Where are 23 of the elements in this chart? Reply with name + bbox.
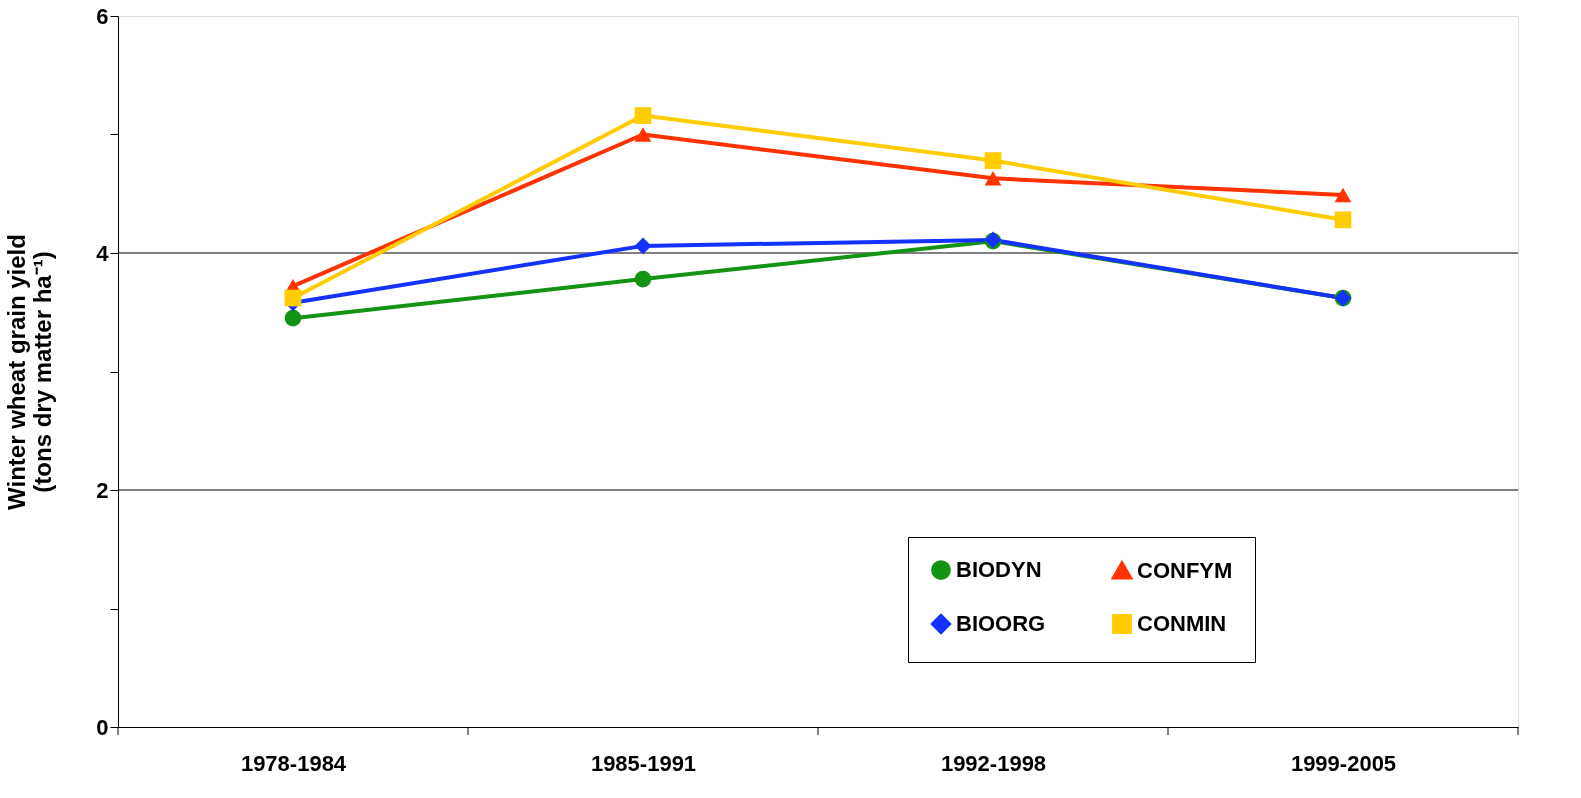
legend-label: BIODYN [956,557,1042,583]
x-tick-label: 1985-1991 [590,750,697,776]
point [984,171,1002,186]
y-tick-label: 2 [96,477,109,503]
legend-label: BIOORG [956,611,1046,636]
point [634,270,652,288]
y-tick-label: 6 [96,3,109,29]
point [1334,211,1352,229]
legend-label: CONMIN [1137,611,1227,636]
x-tick-label: 1978-1984 [240,750,347,776]
point [284,309,302,327]
legend-label: CONFYM [1137,557,1233,583]
x-tick-label: 1999-2005 [1290,750,1397,776]
y-tick-label: 0 [96,714,109,740]
point [634,107,652,124]
point [634,127,652,142]
point [634,237,652,255]
y-axis-title: Winter wheat grain yield (tons dry matter ha⁻¹) [3,234,57,510]
point [984,152,1002,169]
y-tick-label: 4 [96,240,110,266]
point [284,289,302,307]
point [1334,187,1352,203]
x-tick-label: 1992-1998 [940,750,1047,776]
